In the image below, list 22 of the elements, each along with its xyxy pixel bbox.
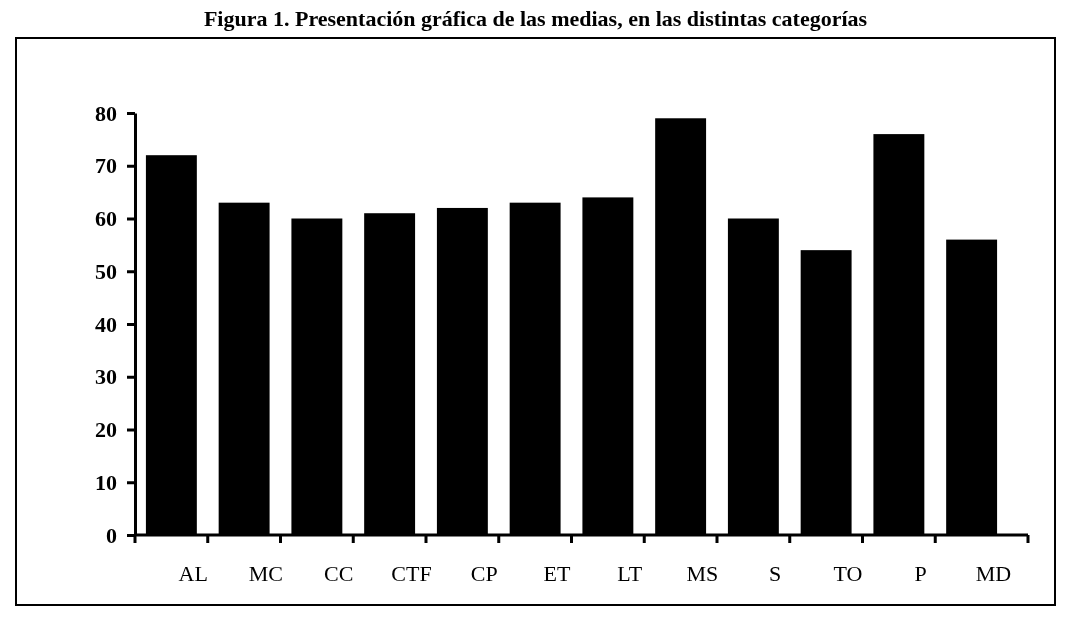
x-tick-label: AL <box>178 560 208 586</box>
x-tick-label: P <box>914 560 927 586</box>
x-tick-label: CTF <box>391 560 432 586</box>
x-tick-label: CP <box>470 560 498 586</box>
x-tick-label: CC <box>324 560 354 586</box>
x-tick-label: ET <box>543 560 571 586</box>
y-tick-label: 60 <box>95 206 117 232</box>
y-tick-label: 0 <box>106 522 117 548</box>
y-tick-label: 70 <box>95 153 117 179</box>
y-tick-label: 80 <box>95 100 117 126</box>
y-tick-label: 20 <box>95 417 117 443</box>
y-tick-label: 10 <box>95 469 117 495</box>
x-tick-label: TO <box>833 560 863 586</box>
x-tick-label: S <box>769 560 782 586</box>
y-tick-label: 40 <box>95 311 117 337</box>
chart-title: Figura 1. Presentación gráfica de las medias, en las distintas categorías <box>203 6 868 31</box>
x-tick-label: MC <box>248 560 284 586</box>
y-tick-label: 30 <box>95 364 117 390</box>
x-tick-label: MD <box>975 560 1012 586</box>
y-tick-label: 50 <box>95 258 117 284</box>
x-tick-label: MS <box>686 560 719 586</box>
x-tick-label: LT <box>617 560 643 586</box>
